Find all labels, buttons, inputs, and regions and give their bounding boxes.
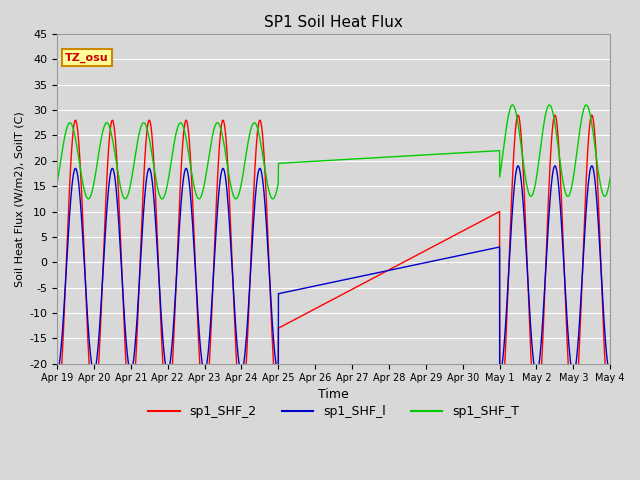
Y-axis label: Soil Heat Flux (W/m2), SoilT (C): Soil Heat Flux (W/m2), SoilT (C) [15, 111, 25, 287]
sp1_SHF_T [607, 175, 614, 180]
sp1_SHF_l [551, 163, 559, 169]
sp1_SHF_2 [551, 112, 559, 118]
sp1_SHF_T [385, 154, 393, 160]
sp1_SHF_l [264, 255, 272, 261]
sp1_SHF_2 [508, 189, 516, 195]
sp1_SHF_T [508, 102, 516, 108]
sp1_SHF_l [385, 267, 393, 273]
X-axis label: Time: Time [318, 388, 349, 401]
sp1_SHF_2 [154, 239, 161, 245]
Line: sp1_SHF_2: sp1_SHF_2 [57, 115, 611, 420]
sp1_SHF_2 [466, 224, 474, 230]
sp1_SHF_2 [607, 417, 614, 422]
sp1_SHF_T [154, 185, 161, 191]
sp1_SHF_2 [385, 267, 393, 273]
Title: SP1 Soil Heat Flux: SP1 Soil Heat Flux [264, 15, 403, 30]
sp1_SHF_l [53, 369, 61, 374]
sp1_SHF_T [195, 196, 203, 202]
sp1_SHF_l [413, 262, 420, 267]
sp1_SHF_T [413, 153, 420, 158]
sp1_SHF_T [265, 186, 273, 192]
sp1_SHF_T [53, 180, 61, 186]
sp1_SHF_l [154, 251, 161, 257]
sp1_SHF_l [508, 216, 516, 221]
sp1_SHF_T [545, 102, 553, 108]
sp1_SHF_2 [53, 407, 61, 412]
sp1_SHF_2 [264, 245, 272, 251]
Legend: sp1_SHF_2, sp1_SHF_l, sp1_SHF_T: sp1_SHF_2, sp1_SHF_l, sp1_SHF_T [143, 400, 524, 423]
Line: sp1_SHF_l: sp1_SHF_l [57, 166, 611, 374]
Text: TZ_osu: TZ_osu [65, 52, 109, 62]
sp1_SHF_2 [413, 252, 420, 258]
sp1_SHF_T [466, 149, 474, 155]
sp1_SHF_l [466, 251, 474, 256]
sp1_SHF_l [607, 371, 614, 377]
Line: sp1_SHF_T: sp1_SHF_T [57, 105, 611, 199]
